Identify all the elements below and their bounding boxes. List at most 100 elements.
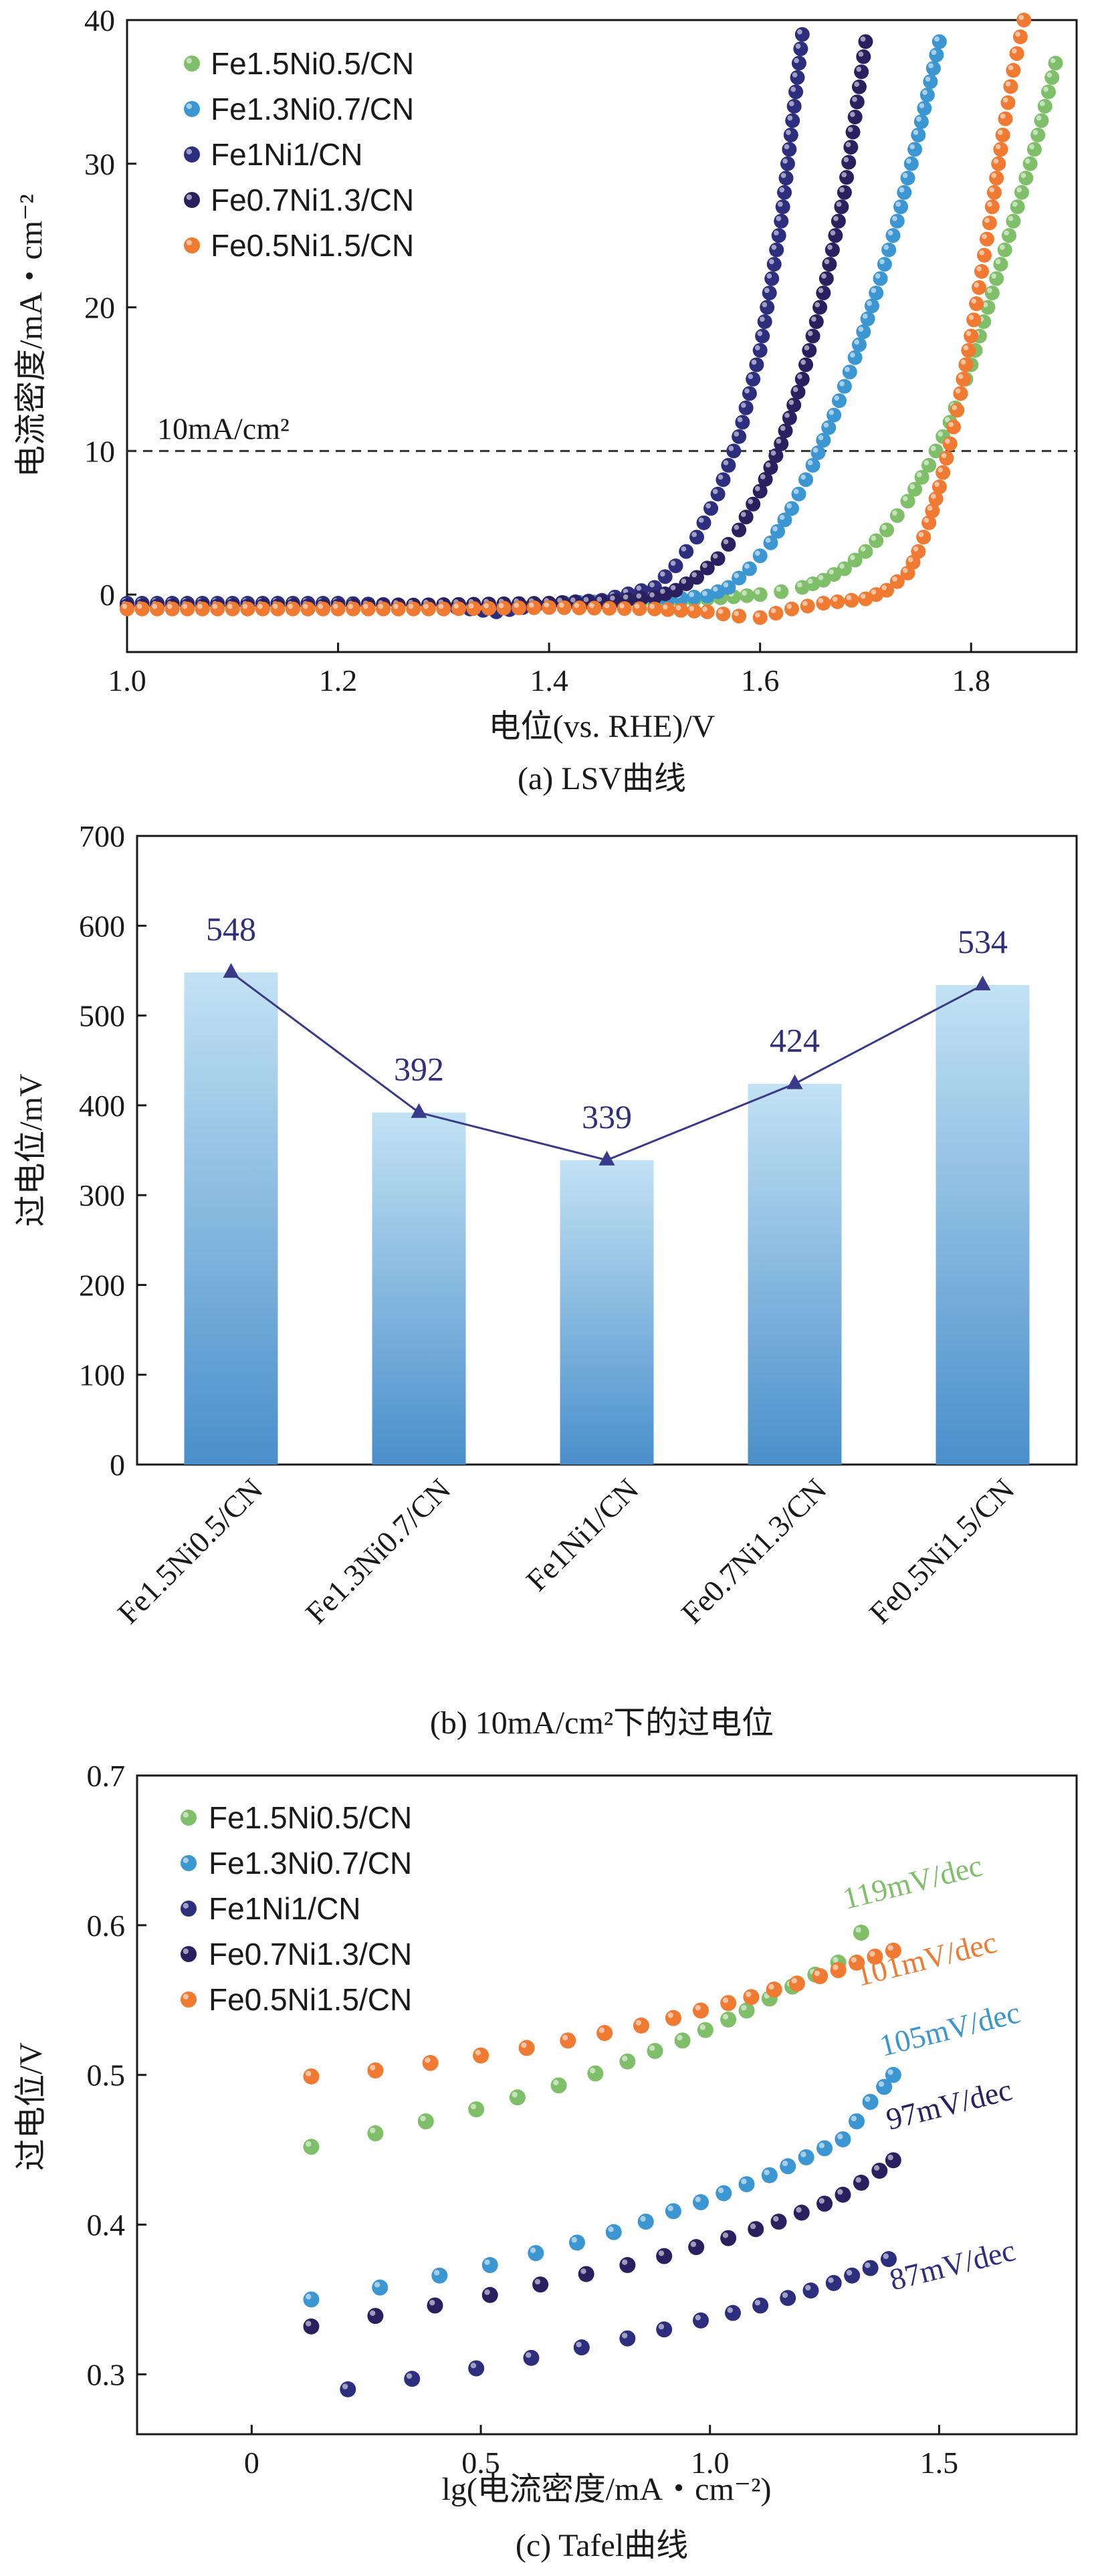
data-point bbox=[617, 601, 632, 616]
category-label: Fe1Ni1/CN bbox=[520, 1472, 645, 1598]
data-point bbox=[928, 443, 944, 459]
data-point bbox=[763, 460, 778, 475]
series-fe0-5ni1-5-cn bbox=[303, 1942, 901, 2084]
data-point bbox=[775, 199, 790, 215]
y-tick-label: 0.4 bbox=[87, 2208, 126, 2242]
data-point bbox=[240, 601, 255, 617]
data-point bbox=[900, 171, 915, 186]
data-point bbox=[921, 515, 937, 530]
slope-label-fe1ni1-cn: 87mV/dec bbox=[886, 2233, 1018, 2297]
data-point bbox=[726, 443, 742, 459]
data-point bbox=[656, 2248, 673, 2264]
data-point bbox=[1048, 56, 1063, 71]
data-point bbox=[835, 2186, 851, 2203]
data-point bbox=[1014, 185, 1029, 200]
data-point bbox=[1009, 46, 1024, 62]
data-point bbox=[847, 109, 863, 124]
data-point bbox=[746, 496, 761, 512]
data-point bbox=[360, 601, 376, 617]
data-point bbox=[843, 140, 859, 155]
data-point bbox=[783, 127, 798, 142]
data-point bbox=[839, 170, 855, 185]
data-point bbox=[961, 342, 976, 358]
y-tick-label: 600 bbox=[79, 909, 125, 943]
value-label: 534 bbox=[958, 923, 1008, 960]
data-point bbox=[1034, 113, 1049, 128]
data-point bbox=[732, 429, 747, 444]
bar-fe1-5ni0-5-cn bbox=[184, 972, 278, 1465]
bar-fe0-7ni1-3-cn bbox=[748, 1083, 842, 1465]
data-point bbox=[818, 271, 834, 286]
legend-entry-fe1-5ni0-5-cn: Fe1.5Ni0.5/CN bbox=[184, 46, 414, 81]
data-point bbox=[120, 601, 134, 617]
data-point bbox=[316, 601, 331, 617]
data-point bbox=[931, 479, 947, 495]
data-point bbox=[693, 2002, 709, 2019]
data-point bbox=[879, 582, 894, 598]
data-point bbox=[816, 2195, 833, 2212]
data-point bbox=[832, 393, 847, 409]
triangle-marker bbox=[974, 975, 991, 990]
data-point bbox=[998, 111, 1013, 126]
triangle-marker bbox=[411, 1103, 427, 1118]
data-point bbox=[693, 2312, 709, 2329]
data-point bbox=[831, 213, 846, 229]
data-point bbox=[699, 604, 715, 619]
data-point bbox=[847, 350, 863, 365]
data-point bbox=[812, 300, 828, 315]
x-tick-label: 1.5 bbox=[920, 2446, 959, 2480]
legend-label: Fe0.7Ni1.3/CN bbox=[209, 1937, 412, 1971]
data-point bbox=[693, 2194, 709, 2211]
data-point bbox=[668, 558, 683, 574]
data-point bbox=[689, 530, 704, 545]
data-point bbox=[893, 199, 909, 215]
category-label: Fe1.5Ni0.5/CN bbox=[111, 1472, 269, 1630]
panel-c-ticks: 0 0.5 1.0 1.5 0.3 0.4 0.5 0.6 0.7 bbox=[87, 1759, 959, 2480]
data-point bbox=[853, 1925, 869, 1941]
series-fe1ni1-cn bbox=[340, 2251, 897, 2397]
data-point bbox=[180, 601, 195, 617]
data-point bbox=[885, 228, 901, 243]
data-point bbox=[699, 560, 715, 576]
data-point bbox=[512, 601, 527, 616]
data-point bbox=[550, 2077, 567, 2094]
legend-entry-fe1-5ni0-5-cn: Fe1.5Ni0.5/CN bbox=[181, 1800, 412, 1835]
data-point bbox=[679, 544, 694, 559]
data-point bbox=[738, 2002, 755, 2019]
data-point bbox=[367, 2062, 384, 2079]
data-point bbox=[270, 601, 286, 617]
data-point bbox=[303, 2139, 320, 2155]
y-tick-label: 0 bbox=[100, 578, 115, 612]
data-point bbox=[816, 286, 831, 301]
data-point bbox=[864, 298, 879, 314]
data-point bbox=[849, 1954, 865, 1971]
data-point bbox=[974, 263, 989, 279]
legend-label: Fe1Ni1/CN bbox=[211, 137, 363, 172]
data-point bbox=[762, 286, 777, 301]
legend-entry-fe0-7ni1-3-cn: Fe0.7Ni1.3/CN bbox=[184, 183, 414, 217]
data-point bbox=[825, 2274, 842, 2291]
data-point bbox=[812, 1967, 829, 1984]
data-point bbox=[417, 2113, 434, 2130]
y-tick-label: 40 bbox=[84, 3, 115, 37]
data-point bbox=[780, 156, 795, 171]
panel-c-tafel-chart: 0 0.5 1.0 1.5 0.3 0.4 0.5 0.6 0.7 119mV/dec 101mV… bbox=[13, 1759, 1078, 2563]
data-point bbox=[837, 561, 852, 576]
data-point bbox=[862, 2094, 879, 2111]
data-point bbox=[778, 423, 793, 439]
data-point bbox=[993, 257, 1008, 272]
slope-label-fe0-7ni1-3-cn: 97mV/dec bbox=[883, 2072, 1015, 2137]
data-point bbox=[800, 599, 815, 614]
data-point bbox=[950, 403, 965, 418]
data-point bbox=[665, 2203, 681, 2220]
panel-c-caption: (c) Tafel曲线 bbox=[516, 2528, 688, 2563]
triangle-marker bbox=[223, 963, 239, 978]
legend-label: Fe0.5Ni1.5/CN bbox=[209, 1982, 412, 2017]
data-point bbox=[844, 2267, 861, 2284]
data-point bbox=[703, 501, 719, 516]
series-fe1-3ni0-7-cn bbox=[303, 2066, 901, 2308]
data-point bbox=[972, 280, 987, 296]
data-point bbox=[1002, 228, 1017, 243]
legend-entry-fe1-3ni0-7-cn: Fe1.3Ni0.7/CN bbox=[181, 1846, 412, 1881]
triangle-marker bbox=[598, 1150, 615, 1166]
